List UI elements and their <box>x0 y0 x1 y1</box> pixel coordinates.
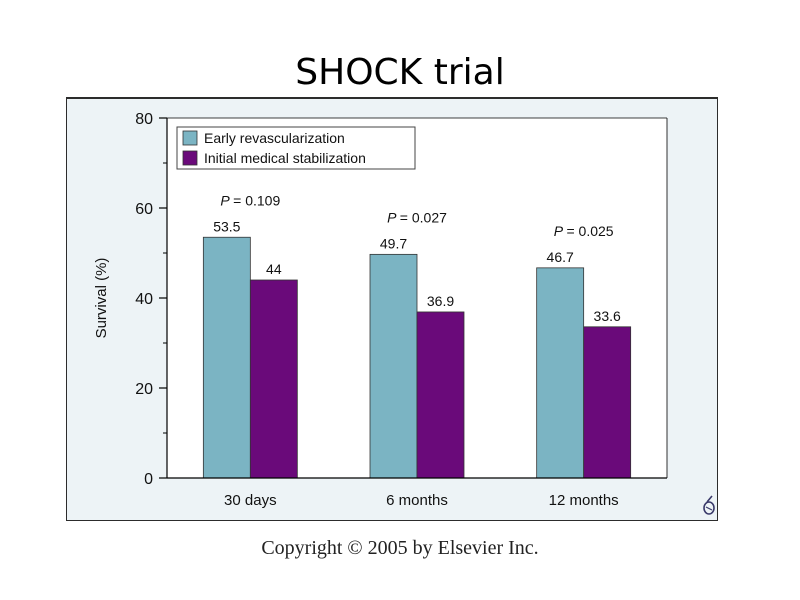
legend: Early revascularization Initial medical … <box>176 126 416 170</box>
bar-medical-2 <box>583 326 632 479</box>
y-minor-ticks <box>163 162 167 434</box>
bar-early-2 <box>536 267 585 479</box>
bar-early-1 <box>369 253 418 479</box>
p-value-label: P = 0.025 <box>554 223 614 239</box>
bar-value-label: 36.9 <box>427 293 454 309</box>
legend-label-medical: Initial medical stabilization <box>204 150 366 166</box>
bar-value-label: 33.6 <box>594 308 621 324</box>
bars <box>202 236 632 479</box>
bar-medical-1 <box>416 311 465 479</box>
y-axis-ticks: 0 20 40 60 80 <box>135 111 167 488</box>
x-tick-label: 30 days <box>224 492 277 509</box>
bar-early-0 <box>202 236 251 479</box>
slide-title: SHOCK trial <box>295 52 505 93</box>
bar-value-label: 49.7 <box>380 235 407 251</box>
bar-value-label: 46.7 <box>547 249 574 265</box>
y-tick-label: 40 <box>135 291 153 308</box>
y-tick-label: 20 <box>135 381 153 398</box>
x-tick-label: 12 months <box>549 492 619 509</box>
bar-value-labels: 53.5 44 49.7 36.9 46.7 33.6 <box>213 218 621 324</box>
y-axis-label: Survival (%) <box>93 258 110 339</box>
p-value-label: P = 0.027 <box>387 209 447 225</box>
bar-value-label: 53.5 <box>213 218 240 234</box>
p-value-label: P = 0.109 <box>220 192 280 208</box>
y-tick-label: 60 <box>135 201 153 218</box>
y-tick-label: 0 <box>144 471 153 488</box>
y-tick-label: 80 <box>135 111 153 128</box>
p-value-annotations: P = 0.109 P = 0.027 P = 0.025 <box>220 192 613 239</box>
publisher-logo-icon <box>703 495 715 515</box>
copyright-notice: Copyright © 2005 by Elsevier Inc. <box>261 537 539 559</box>
x-axis-ticks: 30 days 6 months 12 months <box>224 492 619 509</box>
bar-medical-0 <box>249 279 298 479</box>
legend-swatch-medical <box>182 150 198 166</box>
x-tick-label: 6 months <box>386 492 448 509</box>
legend-box <box>176 126 416 170</box>
bar-value-label: 44 <box>266 261 282 277</box>
legend-swatch-early <box>182 130 198 146</box>
legend-label-early: Early revascularization <box>204 130 345 146</box>
